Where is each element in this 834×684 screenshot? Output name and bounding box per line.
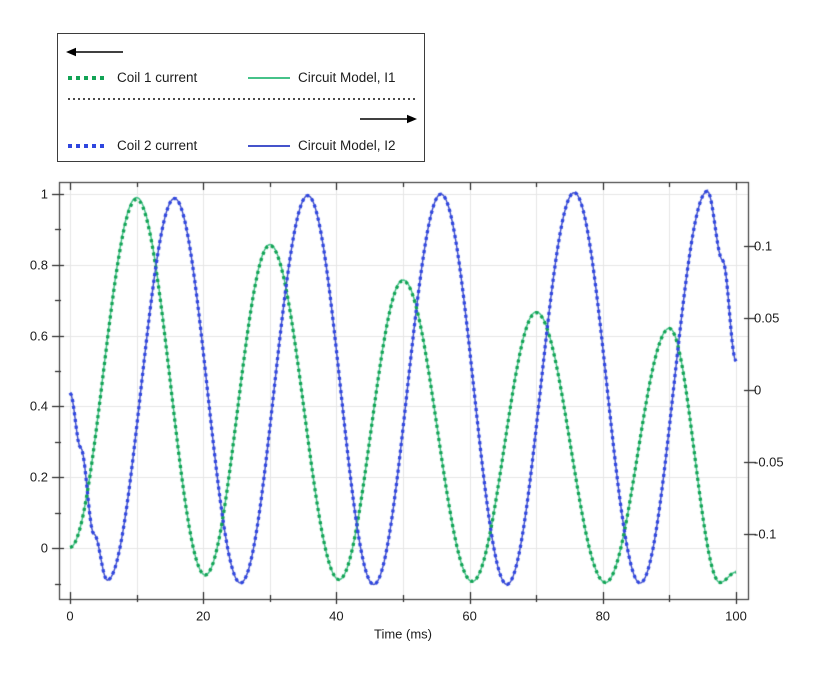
legend-label-model-i1: Circuit Model, I1 (298, 70, 396, 85)
right-axis-arrow-icon (360, 114, 417, 124)
left-y-tick-label: 0.8 (29, 257, 48, 273)
legend-label-coil1: Coil 1 current (117, 70, 198, 85)
legend-row-coil2: Coil 2 current Circuit Model, I2 (58, 138, 424, 154)
right-y-tick-label: 0.1 (754, 238, 773, 254)
left-y-tick-label: 0.6 (29, 328, 48, 344)
coil2-dotted-swatch (68, 144, 106, 148)
left-y-tick-label: 1 (40, 186, 48, 202)
right-y-tick-label: -0.1 (754, 526, 777, 542)
legend-divider (68, 98, 415, 100)
left-axis-arrow-icon (66, 47, 123, 57)
x-tick-label: 60 (462, 608, 477, 624)
left-y-tick-label: 0.2 (29, 469, 48, 485)
left-y-tick-label: 0.4 (29, 398, 48, 414)
legend-label-coil2: Coil 2 current (117, 138, 198, 153)
legend-label-model-i2: Circuit Model, I2 (298, 138, 396, 153)
model-i1-solid-swatch (248, 77, 290, 79)
left-y-tick-label: 0 (40, 540, 48, 556)
legend-box: Coil 1 current Circuit Model, I1 Coil 2 … (57, 33, 425, 162)
x-axis-title: Time (ms) (373, 626, 433, 642)
right-y-tick-label: 0 (754, 382, 762, 398)
x-tick-label: 100 (725, 608, 747, 624)
x-tick-label: 40 (329, 608, 344, 624)
right-y-tick-label: -0.05 (754, 454, 784, 470)
x-tick-label: 20 (195, 608, 211, 624)
right-y-tick-label: 0.05 (754, 310, 780, 326)
model-i2-solid-swatch (248, 145, 290, 147)
x-tick-label: 0 (66, 608, 74, 624)
x-tick-label: 80 (595, 608, 611, 624)
legend-row-coil1: Coil 1 current Circuit Model, I1 (58, 70, 424, 86)
coil1-dotted-swatch (68, 76, 106, 80)
